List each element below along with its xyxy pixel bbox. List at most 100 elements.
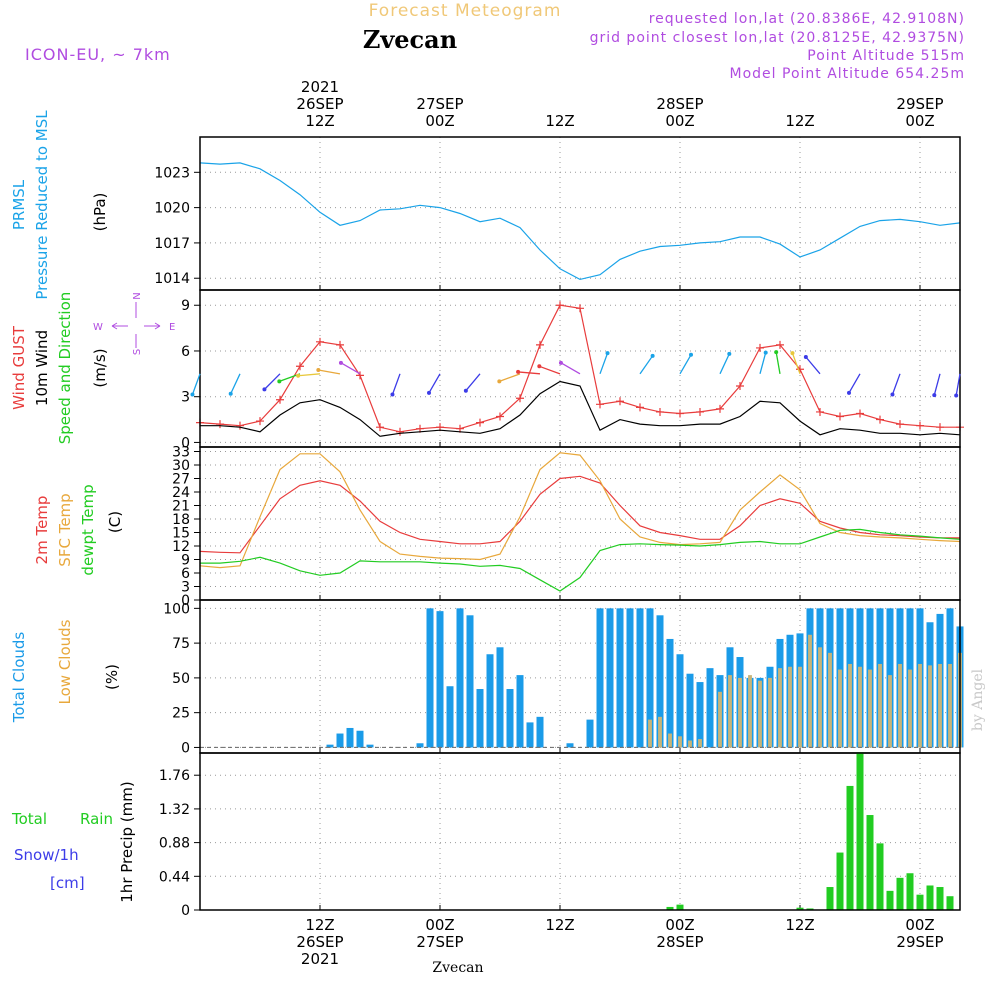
gust-marker (796, 365, 804, 374)
temp-series-dewpt-temp (200, 528, 961, 592)
time-label: 28SEP (656, 933, 703, 951)
wind-arrow-head (497, 379, 502, 384)
wind-unit: (m/s) (91, 348, 109, 387)
compass-s: S (132, 349, 143, 355)
time-label: 12Z (305, 916, 334, 934)
wind-ytick-label: 0 (181, 435, 190, 451)
wind-arrow (639, 355, 654, 375)
wind-ytick-label: 6 (181, 344, 190, 360)
pressure-unit: (hPa) (91, 193, 109, 232)
time-label: 00Z (425, 916, 454, 934)
clouds-ytick-label: 0 (181, 740, 190, 756)
clouds-bar (918, 663, 922, 748)
wind-arrow-head (516, 369, 521, 374)
clouds-panel: 0 25 50 75 100 (163, 599, 964, 756)
pressure-msl-label: Pressure Reduced to MSL (33, 110, 51, 300)
gust-marker (736, 382, 744, 391)
product-title: Forecast Meteogram (369, 1, 562, 21)
wind-series-10m-wind (200, 380, 961, 437)
gust-marker (636, 403, 644, 412)
clouds-bar (656, 615, 664, 748)
temp-2m-label: 2m Temp (33, 496, 51, 565)
wind-arrow (340, 362, 361, 375)
pressure-ytick-label: 1014 (154, 271, 190, 287)
temp-ytick-label: 9 (181, 553, 190, 569)
clouds-bar (356, 730, 364, 748)
time-label: 27SEP (416, 933, 463, 951)
precip-bar (926, 885, 934, 910)
gust-marker (576, 304, 584, 313)
clouds-bar (648, 719, 652, 748)
precip-bar (896, 877, 904, 910)
clouds-bar (626, 608, 634, 748)
wind-arrow (599, 352, 609, 375)
wind-arrow (891, 373, 901, 395)
clouds-bar (788, 666, 792, 748)
clouds-bar (516, 675, 524, 748)
temp-panel-labels: 2m Temp SFC Temp dewpt Temp (C) (33, 484, 124, 575)
time-label: 00Z (905, 916, 934, 934)
clouds-ytick-label: 100 (163, 601, 190, 617)
clouds-bar (646, 608, 654, 748)
clouds-bar (696, 682, 704, 748)
wind-arrow-head (338, 360, 343, 365)
precip-bar (806, 908, 814, 910)
precip-bar (916, 894, 924, 910)
clouds-bar (748, 675, 752, 748)
clouds-bar (908, 669, 912, 748)
wind-speed-dir-label: Speed and Direction (56, 292, 74, 445)
pressure-series-prmsl (199, 162, 961, 281)
wind-arrow-head (537, 364, 542, 369)
wind-arrow-head (262, 387, 267, 392)
clouds-bar (466, 615, 474, 748)
watermark: by Angel (970, 668, 986, 731)
gust-marker (556, 301, 564, 310)
time-label: 29SEP (896, 933, 943, 951)
gust-marker (896, 420, 904, 429)
time-label: 00Z (425, 112, 454, 130)
clouds-bar (698, 739, 702, 748)
rain-label: Rain (80, 810, 113, 828)
wind-arrow (298, 373, 321, 377)
wind-arrow-head (890, 392, 895, 397)
gust-marker (376, 423, 384, 432)
precip-bar (836, 852, 844, 910)
wind-ytick-label: 3 (181, 390, 190, 406)
gust-marker (696, 407, 704, 416)
clouds-bar (436, 611, 444, 748)
clouds-bar (938, 663, 942, 748)
gust-marker (356, 371, 364, 380)
precip-bar (936, 887, 944, 910)
pressure-ytick-label: 1023 (154, 165, 190, 181)
point-altitude: Point Altitude 515m (807, 48, 965, 64)
gust-marker (336, 340, 344, 349)
time-label: 12Z (785, 112, 814, 130)
wind-arrow (805, 356, 821, 375)
clouds-bar (446, 686, 454, 748)
wind-panel-labels: Wind GUST 10m Wind Speed and Direction (… (10, 292, 175, 445)
location-title: Zvecan (363, 25, 457, 54)
wind-arrow (848, 373, 861, 394)
clouds-bar (526, 722, 534, 748)
clouds-bar (426, 608, 434, 748)
gust-marker (216, 420, 224, 429)
clouds-bar (838, 669, 842, 748)
time-label: 00Z (665, 112, 694, 130)
wind-arrow (518, 371, 541, 375)
wind-arrow-head (605, 351, 610, 356)
precip-bar (856, 752, 864, 910)
precip-ytick-label: 0.88 (159, 836, 190, 852)
precip-panel: 0 0.44 0.88 1.32 1.76 (159, 752, 961, 919)
clouds-bar (346, 727, 354, 748)
clouds-bar (686, 673, 694, 748)
precip-bar (666, 906, 674, 910)
temp-dewpt-label: dewpt Temp (79, 484, 97, 575)
gust-marker (396, 427, 404, 436)
gust-marker (316, 337, 324, 346)
wind-direction-arrows (190, 350, 961, 398)
model-altitude: Model Point Altitude 654.25m (730, 66, 965, 82)
wind-arrow (955, 373, 961, 396)
precip-bar (796, 907, 804, 910)
precip-ytick-label: 0.44 (159, 869, 190, 885)
